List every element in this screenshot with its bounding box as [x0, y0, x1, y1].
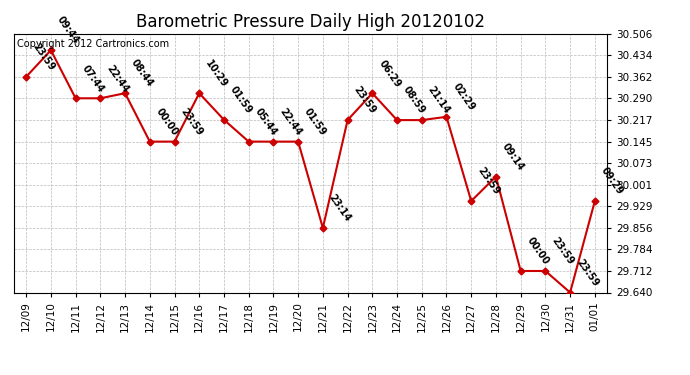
Text: 22:44: 22:44: [277, 106, 304, 138]
Text: 23:59: 23:59: [475, 166, 502, 197]
Text: 23:14: 23:14: [327, 193, 353, 224]
Text: 23:59: 23:59: [352, 85, 377, 116]
Title: Barometric Pressure Daily High 20120102: Barometric Pressure Daily High 20120102: [136, 13, 485, 31]
Text: 02:29: 02:29: [451, 81, 477, 112]
Text: 08:44: 08:44: [129, 58, 155, 89]
Text: Copyright 2012 Cartronics.com: Copyright 2012 Cartronics.com: [17, 39, 169, 49]
Text: 05:44: 05:44: [253, 106, 279, 138]
Text: 21:14: 21:14: [426, 85, 452, 116]
Text: 06:29: 06:29: [377, 58, 402, 89]
Text: 00:00: 00:00: [154, 106, 180, 138]
Text: 08:59: 08:59: [401, 85, 427, 116]
Text: 10:29: 10:29: [204, 58, 229, 89]
Text: 09:14: 09:14: [500, 141, 526, 172]
Text: 00:00: 00:00: [525, 236, 551, 267]
Text: 23:59: 23:59: [574, 257, 600, 288]
Text: 23:59: 23:59: [179, 106, 205, 138]
Text: 07:44: 07:44: [80, 63, 106, 94]
Text: 09:29: 09:29: [599, 166, 625, 197]
Text: 22:44: 22:44: [104, 63, 130, 94]
Text: 23:59: 23:59: [549, 236, 575, 267]
Text: 01:59: 01:59: [302, 106, 328, 138]
Text: 01:59: 01:59: [228, 84, 254, 116]
Text: 09:44: 09:44: [55, 15, 81, 46]
Text: 23:59: 23:59: [30, 42, 57, 73]
